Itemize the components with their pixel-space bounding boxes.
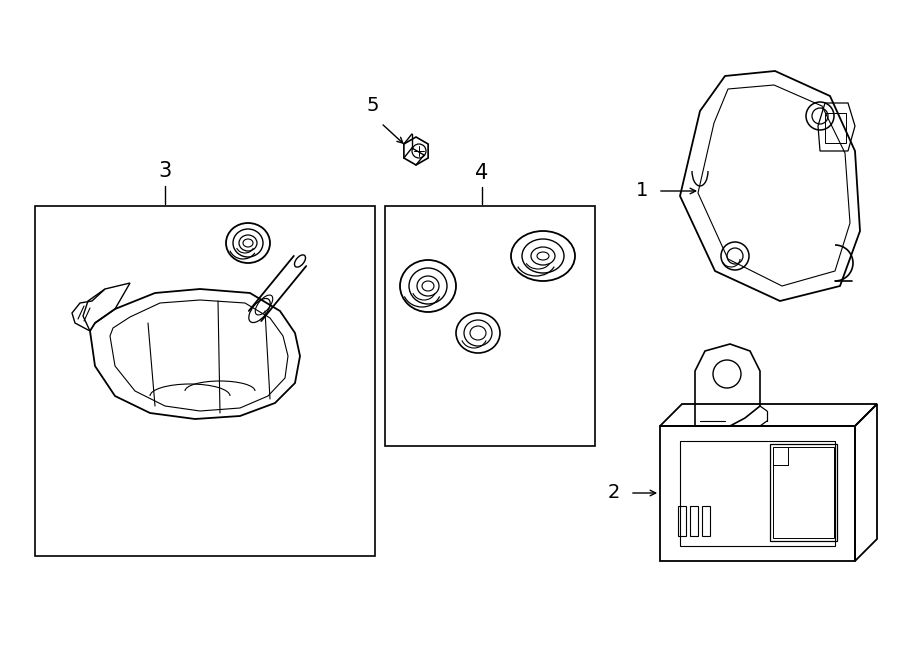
Bar bbox=[690, 506, 698, 536]
Text: 5: 5 bbox=[367, 96, 379, 115]
Bar bbox=[385, 206, 595, 446]
Bar bbox=[660, 426, 855, 561]
Bar bbox=[678, 506, 686, 536]
Bar bbox=[702, 506, 710, 536]
Bar bbox=[773, 447, 834, 538]
Text: 1: 1 bbox=[635, 182, 648, 200]
Bar bbox=[680, 441, 835, 546]
Bar bbox=[770, 444, 837, 541]
Text: 2: 2 bbox=[608, 483, 620, 502]
Bar bbox=[35, 206, 375, 556]
Text: 4: 4 bbox=[475, 163, 489, 183]
Text: 3: 3 bbox=[158, 161, 172, 181]
Bar bbox=[825, 113, 846, 143]
